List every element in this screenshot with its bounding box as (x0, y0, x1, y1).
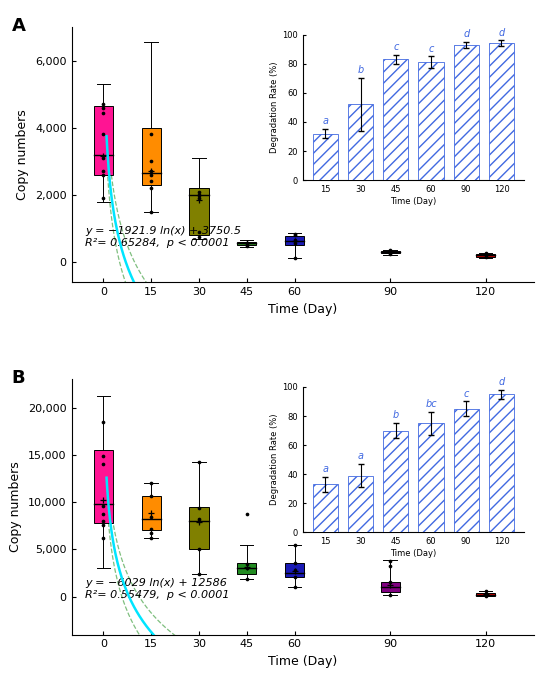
Point (290, 230, 299, 240)
Point (386, 556, 394, 566)
Point (481, 586, 490, 597)
Point (386, 576, 394, 587)
Bar (381, 250, 400, 253)
Point (99, 509, 108, 520)
Point (195, 232, 204, 242)
Point (147, 512, 156, 522)
Point (243, 509, 251, 520)
Point (99, 107, 108, 118)
Point (147, 183, 156, 194)
Point (147, 523, 156, 534)
Bar (237, 563, 256, 574)
Bar (141, 495, 161, 530)
Point (290, 539, 299, 550)
Bar (381, 582, 400, 592)
Text: B: B (12, 369, 25, 387)
Bar (189, 507, 208, 549)
Point (386, 246, 394, 257)
Point (195, 502, 204, 513)
Point (99, 516, 108, 526)
Text: y = −1921.9 ln(x) + 3750.5
R²= 0.65284,  p < 0.0001: y = −1921.9 ln(x) + 3750.5 R²= 0.65284, … (85, 226, 241, 248)
Bar (285, 563, 304, 577)
Point (99, 459, 108, 470)
Point (290, 558, 299, 568)
Point (99, 166, 108, 177)
Point (481, 591, 490, 601)
Point (147, 169, 156, 180)
Point (243, 558, 251, 569)
Point (386, 589, 394, 600)
Point (99, 533, 108, 543)
Y-axis label: Copy numbers: Copy numbers (16, 109, 30, 200)
Point (290, 252, 299, 263)
Point (290, 572, 299, 583)
Point (195, 186, 204, 197)
Point (99, 501, 108, 512)
Point (386, 561, 394, 572)
Point (195, 544, 204, 555)
Bar (237, 242, 256, 245)
Point (147, 207, 156, 217)
Point (99, 153, 108, 163)
Point (290, 235, 299, 246)
X-axis label: Time (Day): Time (Day) (268, 302, 337, 316)
Point (195, 190, 204, 200)
Point (195, 514, 204, 524)
Bar (94, 450, 113, 523)
Point (481, 249, 490, 260)
Point (386, 248, 394, 259)
Point (99, 450, 108, 461)
Point (99, 416, 108, 427)
Point (481, 248, 490, 259)
Y-axis label: Copy numbers: Copy numbers (9, 462, 23, 552)
Bar (141, 128, 161, 185)
Point (147, 129, 156, 140)
Bar (285, 236, 304, 245)
Point (290, 229, 299, 240)
Point (99, 99, 108, 109)
Point (99, 129, 108, 140)
Point (195, 568, 204, 579)
Point (243, 563, 251, 574)
Point (147, 156, 156, 167)
Text: y = −6029 ln(x) + 12586
R²= 0.55479,  p < 0.0001: y = −6029 ln(x) + 12586 R²= 0.55479, p <… (85, 578, 230, 600)
Point (243, 238, 251, 248)
Point (147, 166, 156, 177)
Point (195, 190, 204, 200)
Point (99, 169, 108, 180)
Point (290, 582, 299, 593)
Point (147, 528, 156, 539)
Point (195, 227, 204, 238)
Bar (476, 593, 495, 596)
Point (99, 102, 108, 113)
Point (386, 245, 394, 256)
Point (195, 516, 204, 526)
Text: A: A (12, 17, 25, 35)
Point (147, 176, 156, 187)
Point (243, 237, 251, 248)
Point (99, 520, 108, 531)
Point (195, 193, 204, 204)
Point (481, 251, 490, 262)
Bar (94, 106, 113, 175)
Point (243, 240, 251, 251)
Point (290, 565, 299, 576)
Point (147, 490, 156, 501)
X-axis label: Time (Day): Time (Day) (268, 655, 337, 668)
Point (195, 457, 204, 468)
Point (147, 478, 156, 489)
Point (481, 589, 490, 599)
Point (99, 193, 108, 204)
Point (147, 533, 156, 543)
Bar (189, 188, 208, 235)
Bar (476, 254, 495, 257)
Point (243, 573, 251, 584)
Point (290, 238, 299, 248)
